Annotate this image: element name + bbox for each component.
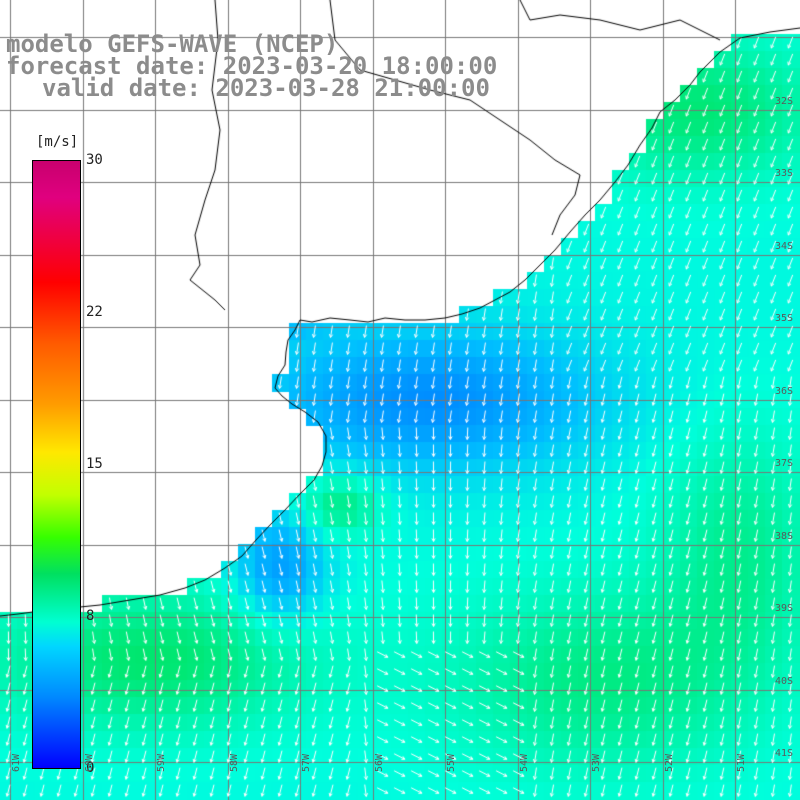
colorbar-tick-15: 15	[86, 456, 103, 472]
lat-label-39s: 39S	[775, 603, 794, 614]
colorbar-tick-8: 8	[86, 608, 95, 624]
lon-label-59w: 59W	[156, 753, 167, 772]
lon-label-58w: 58W	[229, 753, 240, 772]
lat-label-38s: 38S	[775, 531, 794, 542]
lon-label-53w: 53W	[591, 753, 602, 772]
lon-label-51w: 51W	[736, 753, 747, 772]
lon-label-52w: 52W	[664, 753, 675, 772]
lat-label-32s: 32S	[775, 96, 794, 107]
model-title: modelo GEFS-WAVE (NCEP)	[6, 30, 339, 58]
lon-label-61w: 61W	[11, 753, 22, 772]
lat-label-37s: 37S	[775, 458, 794, 469]
wind-speed-colorbar	[32, 160, 81, 769]
lat-label-41s: 41S	[775, 748, 794, 759]
valid-date: valid date: 2023-03-28 21:00:00	[42, 74, 490, 102]
lon-label-60w: 60W	[84, 753, 95, 772]
lat-label-35s: 35S	[775, 313, 794, 324]
lat-label-36s: 36S	[775, 386, 794, 397]
lat-label-34s: 34S	[775, 241, 794, 252]
lat-label-33s: 33S	[775, 168, 794, 179]
colorbar-tick-22: 22	[86, 304, 103, 320]
lon-label-57w: 57W	[301, 753, 312, 772]
lon-label-56w: 56W	[374, 753, 385, 772]
lat-label-40s: 40S	[775, 676, 794, 687]
lon-label-55w: 55W	[446, 753, 457, 772]
colorbar-tick-0: 0	[86, 760, 95, 776]
colorbar-unit-label: [m/s]	[34, 134, 81, 150]
forecast-date: forecast date: 2023-03-20 18:00:00	[6, 52, 498, 80]
colorbar-tick-30: 30	[86, 152, 103, 168]
lon-label-54w: 54W	[519, 753, 530, 772]
